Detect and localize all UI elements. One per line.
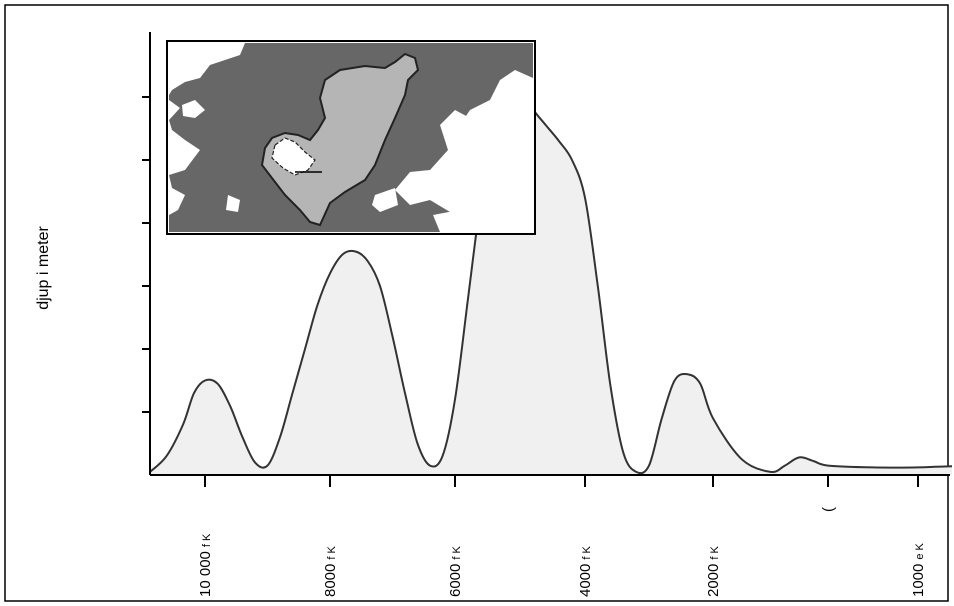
y-ticks [142,96,150,413]
x-tick-label-10000: 10 000 f K [197,533,214,597]
inset-white-patch-1 [169,43,245,95]
x-tick-label-value: 1000 [910,564,927,597]
x-tick-label-suffix: f K [581,546,593,560]
inset-white-patch-4 [372,188,398,212]
inset-white-patch-6 [433,208,500,232]
lake-map-inset [166,40,536,235]
inset-lake [260,52,420,227]
x-tick-label-2000: 2000 f K [705,546,722,597]
x-tick-label-6000: 6000 f K [447,546,464,597]
inset-white-patch-5 [460,85,533,175]
x-tick-label-value: 8000 [322,564,339,597]
x-tick-label-1200: ( [820,507,837,512]
x-tick-label-value: 4000 [577,564,594,597]
x-tick-label-8000: 8000 f K [322,546,339,597]
x-tick-label-suffix: f K [326,546,338,560]
series-area-0 [150,87,952,475]
x-tick-label-4000: 4000 f K [577,546,594,597]
x-tick-label-value: 6000 [447,564,464,597]
x-tick-label-1000: 1000 e K [910,542,927,597]
inset-white-patch-2 [182,100,205,118]
x-tick-label-value: 10 000 [197,551,214,597]
x-tick-label-suffix: f K [201,533,213,547]
frame-border [4,4,949,602]
inset-white-patch-3 [226,195,240,212]
x-tick-label-value: 2000 [705,564,722,597]
x-tick-label-value: ( [820,507,837,512]
x-tick-label-suffix: f K [451,546,463,560]
x-ticks: 10 000 f K 8000 f K 6000 f K 4000 f K 2000 f K (10… [197,475,927,597]
inset-lake-shore [271,137,316,176]
y-axis-label: djup i meter [35,226,52,310]
x-tick-label-suffix: f K [709,546,721,560]
x-tick-label-suffix: e K [914,542,926,559]
